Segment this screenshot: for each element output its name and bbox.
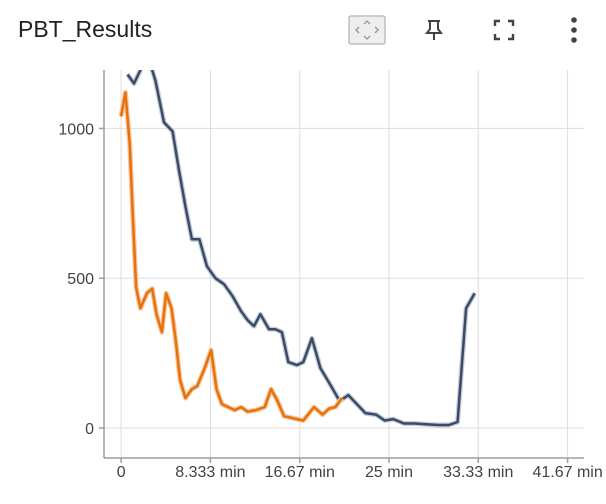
more-vert-icon — [571, 17, 577, 43]
x-tick-label: 25 min — [365, 464, 413, 481]
x-tick-label: 0 — [117, 464, 126, 481]
fullscreen-button[interactable] — [484, 10, 524, 50]
x-tick-label: 41.67 min — [532, 464, 602, 481]
fit-domain-button[interactable] — [347, 10, 387, 50]
y-tick-label: 0 — [85, 421, 94, 438]
series-lines — [118, 60, 477, 428]
fullscreen-icon — [493, 19, 515, 41]
chart-title: PBT_Results — [18, 16, 153, 42]
series-2-line[interactable] — [119, 91, 343, 422]
x-tick-label: 16.67 min — [265, 464, 335, 481]
pin-icon — [425, 20, 443, 40]
y-tick-label: 1000 — [58, 121, 94, 138]
more-options-button[interactable] — [554, 10, 594, 50]
axes — [99, 70, 584, 463]
fit-domain-icon — [348, 15, 386, 45]
tick-labels: 0 8.333 min 16.67 min 25 min 33.33 min 41.67 … — [58, 121, 602, 481]
x-tick-label: 8.333 min — [175, 464, 245, 481]
y-tick-label: 500 — [67, 271, 94, 288]
grid-lines — [104, 70, 584, 458]
series-2-raw-line — [118, 90, 344, 423]
series-1-line[interactable] — [126, 60, 476, 427]
pin-button[interactable] — [414, 10, 454, 50]
x-tick-label: 33.33 min — [443, 464, 513, 481]
